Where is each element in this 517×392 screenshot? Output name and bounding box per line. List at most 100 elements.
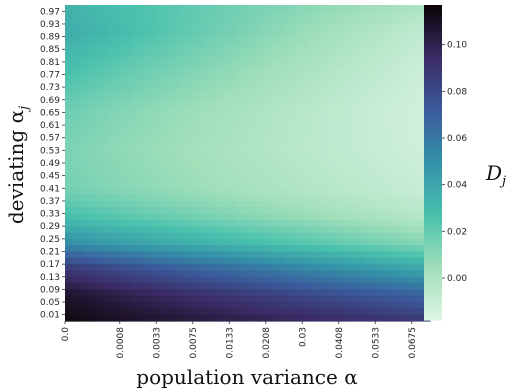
- heatmap-cell: [314, 302, 322, 309]
- heatmap-cell: [284, 118, 291, 126]
- heatmap-cell: [332, 308, 340, 316]
- heatmap-cell: [381, 61, 389, 69]
- heatmap-cell: [156, 61, 163, 69]
- heatmap-cell: [95, 194, 103, 202]
- heatmap-cell: [174, 232, 182, 240]
- heatmap-cell: [162, 251, 170, 259]
- heatmap-cell: [369, 23, 376, 31]
- heatmap-cell: [71, 150, 78, 158]
- heatmap-cell: [211, 36, 218, 44]
- heatmap-cell: [338, 257, 346, 265]
- heatmap-cell: [65, 5, 72, 12]
- heatmap-cell: [338, 80, 346, 88]
- heatmap-cell: [95, 207, 103, 215]
- heatmap-cell: [375, 283, 382, 290]
- heatmap-cell: [77, 93, 84, 101]
- heatmap-cell: [259, 144, 267, 151]
- heatmap-cell: [101, 251, 109, 259]
- heatmap-cell: [71, 87, 78, 95]
- heatmap-cell: [284, 200, 291, 208]
- heatmap-cell: [150, 61, 157, 69]
- heatmap-cell: [399, 226, 407, 234]
- heatmap-cell: [284, 314, 291, 322]
- heatmap-cell: [223, 308, 230, 316]
- heatmap-cell: [357, 200, 364, 208]
- heatmap-cell: [71, 118, 78, 126]
- heatmap-cell: [113, 232, 121, 240]
- heatmap-cell: [363, 257, 370, 265]
- heatmap-cell: [417, 207, 425, 215]
- heatmap-cell: [125, 125, 133, 132]
- heatmap-cell: [138, 226, 145, 234]
- heatmap-cell: [107, 118, 115, 126]
- heatmap-cell: [65, 93, 72, 101]
- colorbar-segment: [424, 16, 442, 22]
- heatmap-cell: [144, 99, 151, 107]
- colorbar-segment: [424, 201, 442, 207]
- heatmap-cell: [192, 131, 200, 139]
- heatmap-cell: [204, 5, 212, 12]
- heatmap-cell: [411, 118, 419, 126]
- heatmap-cell: [369, 175, 376, 183]
- heatmap-cell: [381, 74, 389, 82]
- heatmap-cell: [125, 80, 133, 88]
- colorbar-segment: [424, 284, 442, 290]
- heatmap-cell: [284, 283, 291, 290]
- heatmap-cell: [101, 194, 109, 202]
- heatmap-cell: [168, 61, 176, 69]
- heatmap-cell: [119, 194, 127, 202]
- heatmap-cell: [357, 49, 364, 57]
- heatmap-cell: [259, 213, 267, 221]
- heatmap-cell: [399, 137, 407, 145]
- heatmap-cell: [95, 93, 103, 101]
- heatmap-cell: [113, 169, 121, 177]
- heatmap-cell: [357, 181, 364, 189]
- heatmap-cell: [138, 302, 145, 309]
- heatmap-cell: [308, 118, 316, 126]
- heatmap-cell: [399, 118, 407, 126]
- heatmap-cell: [95, 219, 103, 227]
- heatmap-cell: [168, 194, 176, 202]
- heatmap-cell: [405, 74, 413, 82]
- heatmap-cell: [375, 74, 382, 82]
- heatmap-cell: [320, 207, 328, 215]
- heatmap-cell: [211, 175, 218, 183]
- heatmap-cell: [314, 55, 322, 63]
- heatmap-cell: [180, 55, 188, 63]
- heatmap-cell: [405, 251, 413, 259]
- heatmap-cell: [174, 302, 182, 309]
- heatmap-cell: [277, 163, 285, 170]
- heatmap-cell: [277, 36, 285, 44]
- colorbar-segment: [424, 150, 442, 156]
- heatmap-cell: [77, 99, 84, 107]
- heatmap-cell: [302, 99, 309, 107]
- heatmap-cell: [71, 42, 78, 50]
- heatmap-cell: [119, 80, 127, 88]
- heatmap-cell: [241, 99, 249, 107]
- heatmap-cell: [131, 289, 139, 297]
- heatmap-cell: [302, 308, 309, 316]
- heatmap-cell: [302, 5, 309, 12]
- heatmap-cell: [411, 163, 419, 170]
- heatmap-cell: [332, 30, 340, 38]
- heatmap-cell: [174, 49, 182, 57]
- y-tick-label: 0.01: [40, 311, 60, 321]
- heatmap-cell: [350, 137, 358, 145]
- heatmap-cell: [253, 226, 261, 234]
- heatmap-cell: [204, 270, 212, 278]
- heatmap-cell: [229, 251, 236, 259]
- heatmap-cell: [363, 23, 370, 31]
- heatmap-cell: [241, 80, 249, 88]
- heatmap-cell: [223, 5, 230, 12]
- heatmap-cell: [162, 245, 170, 253]
- heatmap-cell: [253, 144, 261, 151]
- heatmap-cell: [417, 99, 425, 107]
- heatmap-cell: [369, 11, 376, 19]
- heatmap-cell: [71, 276, 78, 284]
- y-axis-label-main: deviating α: [4, 110, 28, 224]
- heatmap-cell: [344, 245, 352, 253]
- heatmap-cell: [101, 232, 109, 240]
- heatmap-cell: [211, 131, 218, 139]
- heatmap-cell: [180, 226, 188, 234]
- heatmap-cell: [204, 42, 212, 50]
